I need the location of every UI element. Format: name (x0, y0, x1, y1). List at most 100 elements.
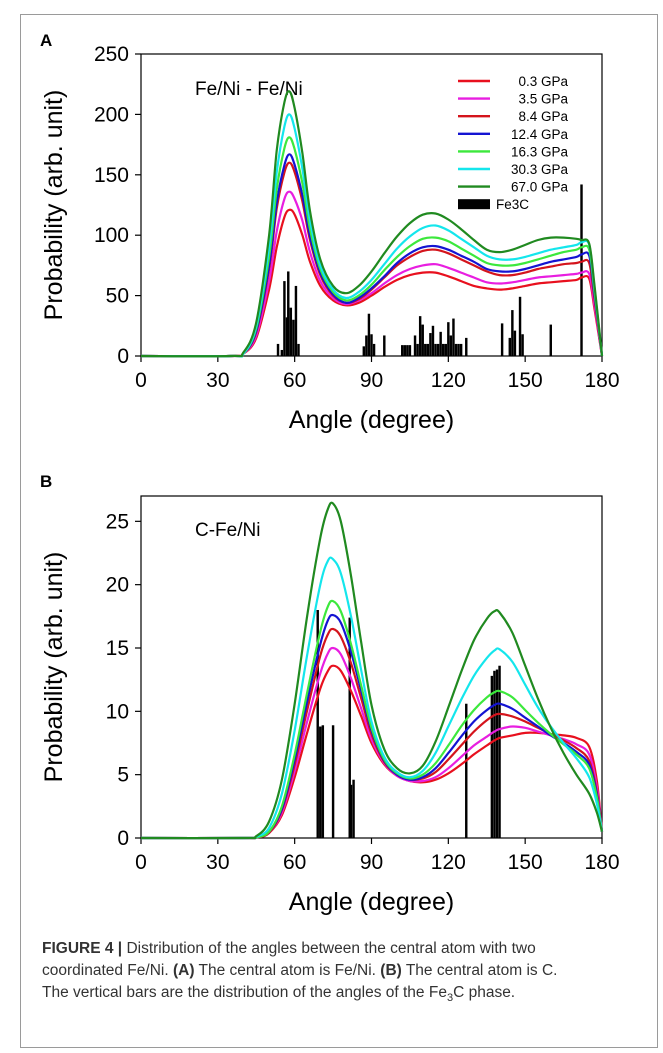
series-line-12-4-gpa (140, 153, 604, 358)
x-tick-label: 90 (360, 369, 383, 392)
series-line-67-0-gpa (140, 90, 604, 358)
fe3c-bar (465, 703, 468, 838)
fe3c-bar (439, 331, 442, 356)
caption-tag-b: (B) (380, 962, 402, 979)
fe3c-bar (285, 317, 289, 356)
chart-title: C-Fe/Ni (195, 520, 260, 541)
caption-text-3b: C phase. (453, 984, 516, 1001)
fe3c-bar (319, 726, 322, 838)
legend-label-12-4-gpa: 12.4 GPa (511, 127, 569, 142)
y-tick-label: 150 (94, 164, 129, 187)
y-tick-label: 100 (94, 224, 129, 247)
y-axis-label: Probability (arb. unit) (40, 90, 68, 321)
y-tick-label: 5 (117, 764, 129, 787)
fe3c-bar (365, 335, 368, 356)
fe3c-bar (408, 345, 412, 356)
fe3c-bar (436, 343, 440, 356)
series-line-30-3-gpa (140, 113, 604, 358)
caption-text-2b: The central atom is Fe/Ni. (194, 962, 381, 979)
fe3c-bar (348, 617, 351, 838)
fe3c-bar (289, 307, 293, 356)
fe3c-bar (297, 343, 300, 356)
fe3c-bar (331, 725, 335, 838)
fe3c-bar (372, 343, 376, 356)
y-tick-label: 15 (106, 637, 129, 660)
fe3c-bar (421, 324, 424, 356)
fe3c-bar (500, 323, 504, 356)
y-tick-label: 25 (106, 510, 129, 533)
fe3c-bar (447, 322, 450, 356)
series-line-8-4-gpa (140, 161, 604, 358)
fe3c-bar (459, 343, 463, 356)
fe3c-bar (513, 330, 517, 356)
panel-a-chart: 0 30 60 90 120 150 180 0 50 100 150 200 250 Angle (de… (40, 43, 620, 434)
fe3c-bar (508, 337, 512, 356)
fe3c-bar (280, 349, 284, 356)
fe3c-bar (349, 784, 353, 838)
fe3c-bar (498, 665, 501, 838)
y-tick-label: 250 (94, 43, 129, 66)
fe3c-bar (321, 725, 325, 838)
x-tick-label: 150 (508, 851, 543, 874)
fe3c-bar (580, 184, 583, 356)
fe3c-bar (370, 334, 373, 356)
fe3c-bar (457, 343, 460, 356)
legend-label-8-4-gpa: 8.4 GPa (518, 109, 568, 124)
x-tick-label: 180 (584, 851, 619, 874)
y-tick-label: 200 (94, 103, 129, 126)
fe3c-bar (521, 334, 524, 356)
legend-label-30-3-gpa: 30.3 GPa (511, 162, 569, 177)
caption-subscript: 3 (446, 992, 454, 1005)
legend-label-3-5-gpa: 3.5 GPa (518, 92, 568, 107)
series-line-16-3-gpa (140, 599, 604, 840)
panel-label-a: A (40, 31, 52, 50)
legend-label-16-3-gpa: 16.3 GPa (511, 144, 569, 159)
panel-label-b: B (40, 472, 52, 491)
x-tick-label: 60 (283, 369, 306, 392)
x-axis-label: Angle (degree) (289, 888, 454, 916)
x-tick-label: 0 (135, 369, 147, 392)
fe3c-bar (495, 669, 499, 838)
fe3c-bar (431, 325, 435, 356)
fe3c-bar (518, 296, 522, 356)
fe3c-bar (383, 335, 386, 356)
x-tick-label: 120 (431, 851, 466, 874)
fe3c-bar (429, 333, 432, 356)
legend-label-67-0-gpa: 67.0 GPa (511, 180, 569, 195)
fe3c-bar (444, 343, 447, 356)
series-line-3-5-gpa (140, 646, 604, 840)
y-tick-label: 50 (106, 285, 129, 308)
caption-text-2a: coordinated Fe/Ni. (42, 962, 173, 979)
series-line-12-4-gpa (140, 613, 604, 840)
x-tick-label: 180 (584, 369, 619, 392)
fe3c-bar (426, 343, 430, 356)
series-line-30-3-gpa (140, 556, 604, 840)
fe3c-bar (511, 310, 514, 356)
fe3c-bar (362, 346, 366, 356)
fe3c-bar (292, 319, 295, 356)
x-tick-label: 30 (206, 369, 229, 392)
fe3c-bar (276, 343, 280, 356)
x-axis-label: Angle (degree) (289, 406, 454, 434)
caption-label: FIGURE 4 | (42, 940, 123, 957)
series-line-67-0-gpa (140, 501, 604, 840)
fe3c-bar (416, 343, 419, 356)
fe3c-bar (493, 670, 496, 838)
fe3c-bar (490, 675, 494, 838)
y-tick-label: 10 (106, 700, 129, 723)
x-tick-label: 60 (283, 851, 306, 874)
caption-line-1: FIGURE 4 | Distribution of the angles be… (42, 938, 652, 960)
chart-title: Fe/Ni - Fe/Ni (195, 79, 303, 100)
caption-text-2c: The central atom is C. (401, 962, 558, 979)
caption-line-2: coordinated Fe/Ni. (A) The central atom … (42, 960, 652, 982)
x-tick-label: 30 (206, 851, 229, 874)
legend-label-fe3c: Fe3C (496, 197, 529, 212)
caption-text-1: Distribution of the angles between the c… (126, 940, 536, 957)
fe3c-bar (287, 271, 290, 356)
fe3c-bar (406, 345, 409, 356)
fe3c-bar (465, 337, 468, 356)
figure-caption: FIGURE 4 | Distribution of the angles be… (42, 938, 652, 1009)
fe3c-bar (434, 343, 437, 356)
figure-frame (20, 14, 658, 1048)
fe3c-bar (424, 343, 427, 356)
